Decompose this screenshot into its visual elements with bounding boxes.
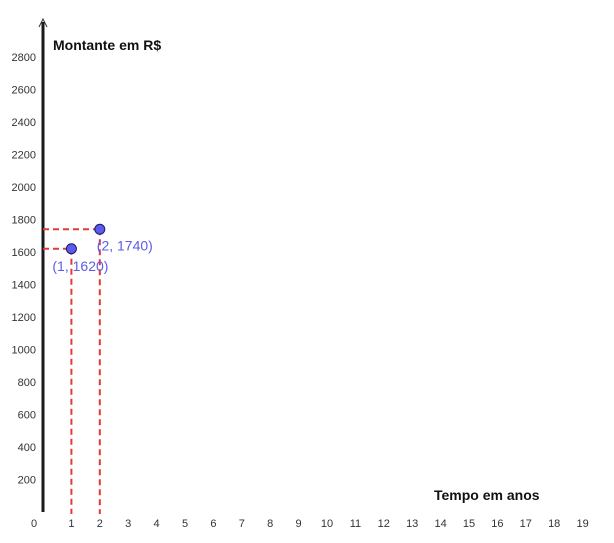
x-tick-label: 14 <box>434 518 446 530</box>
x-tick-label: 7 <box>239 518 245 530</box>
y-tick-label: 600 <box>18 410 36 422</box>
x-tick-label: 15 <box>463 518 475 530</box>
x-tick-label: 19 <box>576 518 588 530</box>
x-tick-label: 1 <box>68 518 74 530</box>
data-point <box>94 223 106 235</box>
y-tick-label: 1800 <box>12 215 36 227</box>
y-tick-label: 2400 <box>12 117 36 129</box>
x-tick-label: 12 <box>378 518 390 530</box>
data-points: (1, 1620) (2, 1740) <box>52 223 153 274</box>
x-tick-label: 5 <box>182 518 188 530</box>
x-tick-label: 17 <box>520 518 532 530</box>
axes <box>38 17 48 512</box>
y-tick-label: 2200 <box>12 150 36 162</box>
x-tick-label: 9 <box>296 518 302 530</box>
y-tick-label: 2600 <box>12 85 36 97</box>
data-point-label: (1, 1620) <box>52 258 108 274</box>
x-tick-label: 0 <box>31 518 37 530</box>
y-tick-label: 2800 <box>12 52 36 64</box>
y-tick-label: 400 <box>18 442 36 454</box>
y-tick-label: 1000 <box>12 345 36 357</box>
y-tick-labels: 200 400 600 800 1000 1200 1400 1600 1800 2000 2200… <box>12 52 36 487</box>
x-tick-label: 8 <box>267 518 273 530</box>
data-point <box>65 243 77 255</box>
y-axis-title: Montante em R$ <box>53 37 161 53</box>
x-tick-label: 16 <box>491 518 503 530</box>
x-axis-title: Tempo em anos <box>434 487 540 503</box>
y-axis-arrow <box>38 17 48 28</box>
data-point-label: (2, 1740) <box>97 237 153 253</box>
x-tick-label: 11 <box>350 518 361 530</box>
y-tick-label: 1400 <box>12 280 36 292</box>
y-tick-label: 2000 <box>12 182 36 194</box>
x-tick-label: 4 <box>154 518 160 530</box>
y-tick-label: 200 <box>18 475 36 487</box>
x-tick-labels: 0 1 2 3 4 5 6 7 8 9 10 11 12 13 14 15 16 17 18 19 <box>31 518 589 530</box>
x-tick-label: 2 <box>97 518 103 530</box>
x-tick-label: 13 <box>406 518 418 530</box>
y-tick-label: 1600 <box>12 247 36 259</box>
x-tick-label: 3 <box>125 518 131 530</box>
y-tick-label: 1200 <box>12 312 36 324</box>
x-tick-label: 6 <box>210 518 216 530</box>
y-tick-label: 800 <box>18 377 36 389</box>
x-tick-label: 10 <box>321 518 333 530</box>
x-tick-label: 18 <box>548 518 560 530</box>
